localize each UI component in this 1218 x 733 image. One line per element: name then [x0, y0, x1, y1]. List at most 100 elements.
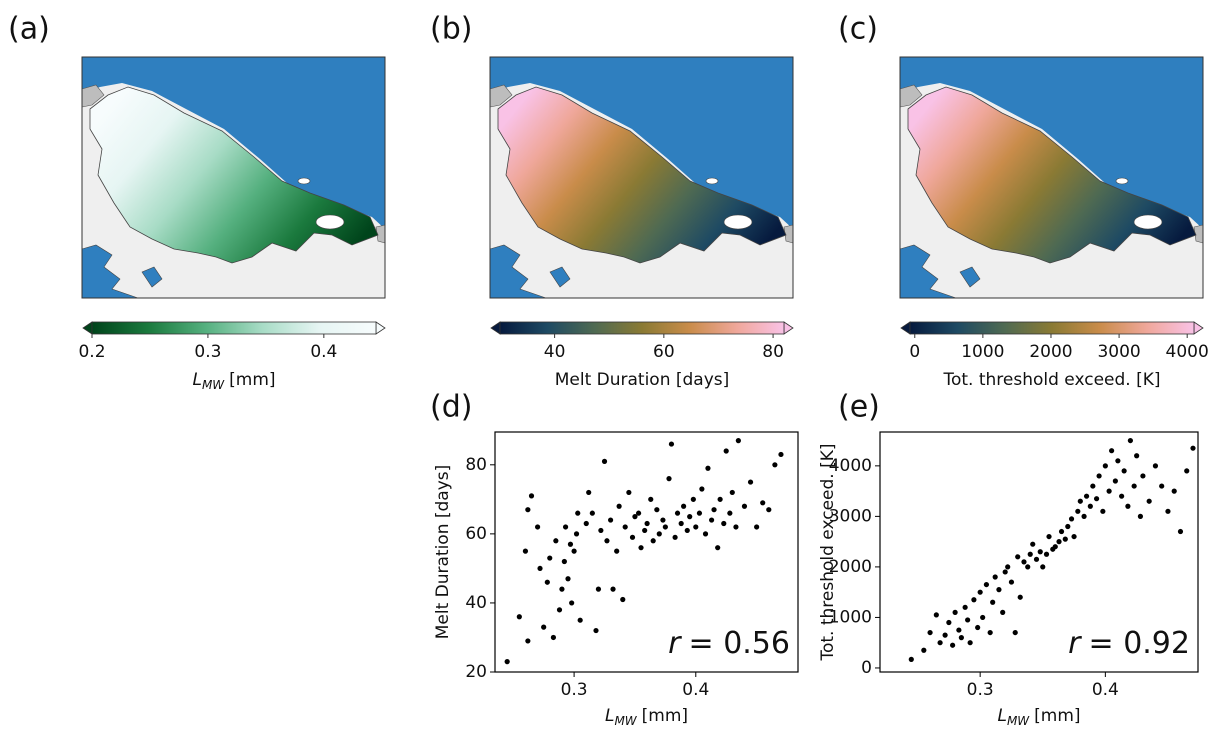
scatter-point [589, 510, 595, 516]
scatter-point [733, 524, 739, 530]
scatter-point [1096, 473, 1102, 479]
y-tick-label: 40 [465, 593, 487, 613]
y-tick-label: 20 [465, 662, 487, 682]
scatter-point [1152, 463, 1159, 469]
scatter-point [1071, 533, 1077, 540]
colorbar-tick-label: 0.3 [194, 342, 221, 362]
scatter-point [721, 520, 727, 527]
label-subscript: MW [614, 714, 637, 728]
scatter-point [741, 503, 748, 509]
scatter-point [971, 597, 977, 603]
x-axis-label: LMW [mm] [605, 706, 688, 728]
scatter-point [674, 510, 681, 516]
scatter-point [1027, 551, 1033, 557]
scatter-point [642, 527, 648, 534]
scatter-point [1000, 609, 1006, 615]
map-frame [81, 56, 386, 299]
panel-label: (c) [838, 12, 878, 47]
panel-label: (b) [430, 12, 472, 47]
scatter-point [1146, 498, 1152, 504]
scatter-point [644, 520, 650, 527]
scatter-point [565, 576, 571, 582]
plot-frame [879, 431, 1199, 673]
scatter-point [553, 538, 559, 544]
map-ocean [900, 57, 1203, 229]
scatter-point [699, 486, 705, 492]
colorbar-tick-label: 80 [762, 342, 784, 362]
x-tick-label: 0.4 [1092, 680, 1119, 700]
scatter-point [626, 489, 632, 496]
scatter-point [1125, 503, 1131, 509]
scatter-point [1075, 508, 1081, 514]
scatter-point [534, 524, 541, 530]
scatter-point [601, 458, 608, 464]
scatter-point [908, 656, 914, 662]
scatter-point [1077, 498, 1083, 504]
scatter-point [693, 524, 699, 530]
scatter-point [662, 524, 668, 530]
colorbar [499, 321, 785, 335]
scatter-point [571, 548, 577, 554]
scatter-point [696, 510, 703, 516]
scatter-point [1119, 493, 1125, 499]
scatter-point [559, 586, 565, 592]
scatter-point [962, 604, 968, 610]
scatter-point [1093, 496, 1100, 502]
colorbar-tick-label: 40 [544, 342, 566, 362]
scatter-point [660, 517, 666, 523]
scatter-point [705, 465, 711, 471]
scatter-point [622, 524, 628, 530]
scatter-point [702, 531, 709, 537]
scatter-point [1131, 483, 1137, 489]
map-lake [141, 266, 163, 288]
scatter-point [977, 589, 983, 595]
scatter-point [1015, 554, 1021, 560]
colorbar-extend [490, 321, 501, 335]
scatter-point [573, 531, 580, 537]
scatter-point [614, 548, 620, 554]
scatter-point [1012, 629, 1018, 636]
scatter-point [942, 632, 948, 638]
scatter-point [1062, 536, 1068, 542]
scatter-point [727, 510, 733, 516]
scatter-point [946, 619, 952, 626]
scatter-point [975, 624, 981, 631]
scatter-point [528, 493, 535, 499]
scatter-point [1081, 513, 1087, 519]
scatter-point [1046, 533, 1052, 540]
scatter-point [1102, 463, 1108, 469]
scatter-point [1037, 549, 1043, 555]
colorbar-tick-label: 0.2 [78, 342, 105, 362]
scatter-point [956, 627, 962, 633]
scatter-point [648, 496, 654, 502]
scatter-point [1065, 523, 1071, 530]
colorbar-label: LMW [mm] [192, 370, 275, 392]
label-symbol: L [605, 706, 614, 726]
scatter-point [711, 507, 717, 513]
scatter-point [1083, 493, 1090, 499]
colorbar [91, 321, 377, 335]
map-ice [907, 86, 1197, 264]
scatter-point [980, 614, 986, 621]
scatter-point [717, 496, 723, 502]
scatter-point [1040, 564, 1046, 570]
map-island [1115, 177, 1129, 185]
y-axis-label: Tot. threshold exceed. [K] [818, 443, 838, 661]
scatter-point [678, 520, 684, 527]
scatter-point [562, 524, 569, 530]
scatter-point [604, 538, 610, 544]
label-symbol: L [192, 370, 201, 390]
label-subscript: MW [1007, 714, 1030, 728]
scatter-point [760, 500, 766, 506]
colorbar-label: Melt Duration [days] [555, 370, 730, 390]
scatter-point [937, 640, 943, 646]
label-unit: [mm] [229, 370, 275, 390]
scatter-point [1033, 556, 1040, 562]
colorbar-extend [82, 321, 93, 335]
scatter-point [672, 534, 678, 540]
colorbar-extend [375, 321, 386, 335]
scatter-point [1058, 528, 1065, 535]
map-island [723, 214, 753, 230]
scatter-point [992, 574, 998, 580]
scatter-point [1025, 564, 1031, 570]
